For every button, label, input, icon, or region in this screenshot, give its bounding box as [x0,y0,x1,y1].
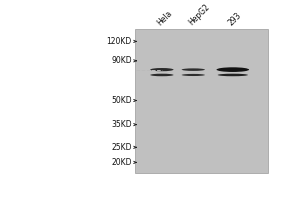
Text: 293: 293 [226,10,243,27]
FancyBboxPatch shape [135,29,268,173]
Ellipse shape [150,74,173,76]
Ellipse shape [182,68,205,71]
Ellipse shape [217,67,249,72]
Text: HepG2: HepG2 [187,2,212,27]
Text: 120KD: 120KD [106,37,132,46]
Text: 20KD: 20KD [111,158,132,167]
Text: Hela: Hela [155,8,174,27]
Text: 35KD: 35KD [111,120,132,129]
Ellipse shape [182,74,205,76]
Text: 50KD: 50KD [111,96,132,105]
Text: 90KD: 90KD [111,56,132,65]
Ellipse shape [218,74,248,76]
Text: 25KD: 25KD [111,143,132,152]
Ellipse shape [150,68,173,71]
